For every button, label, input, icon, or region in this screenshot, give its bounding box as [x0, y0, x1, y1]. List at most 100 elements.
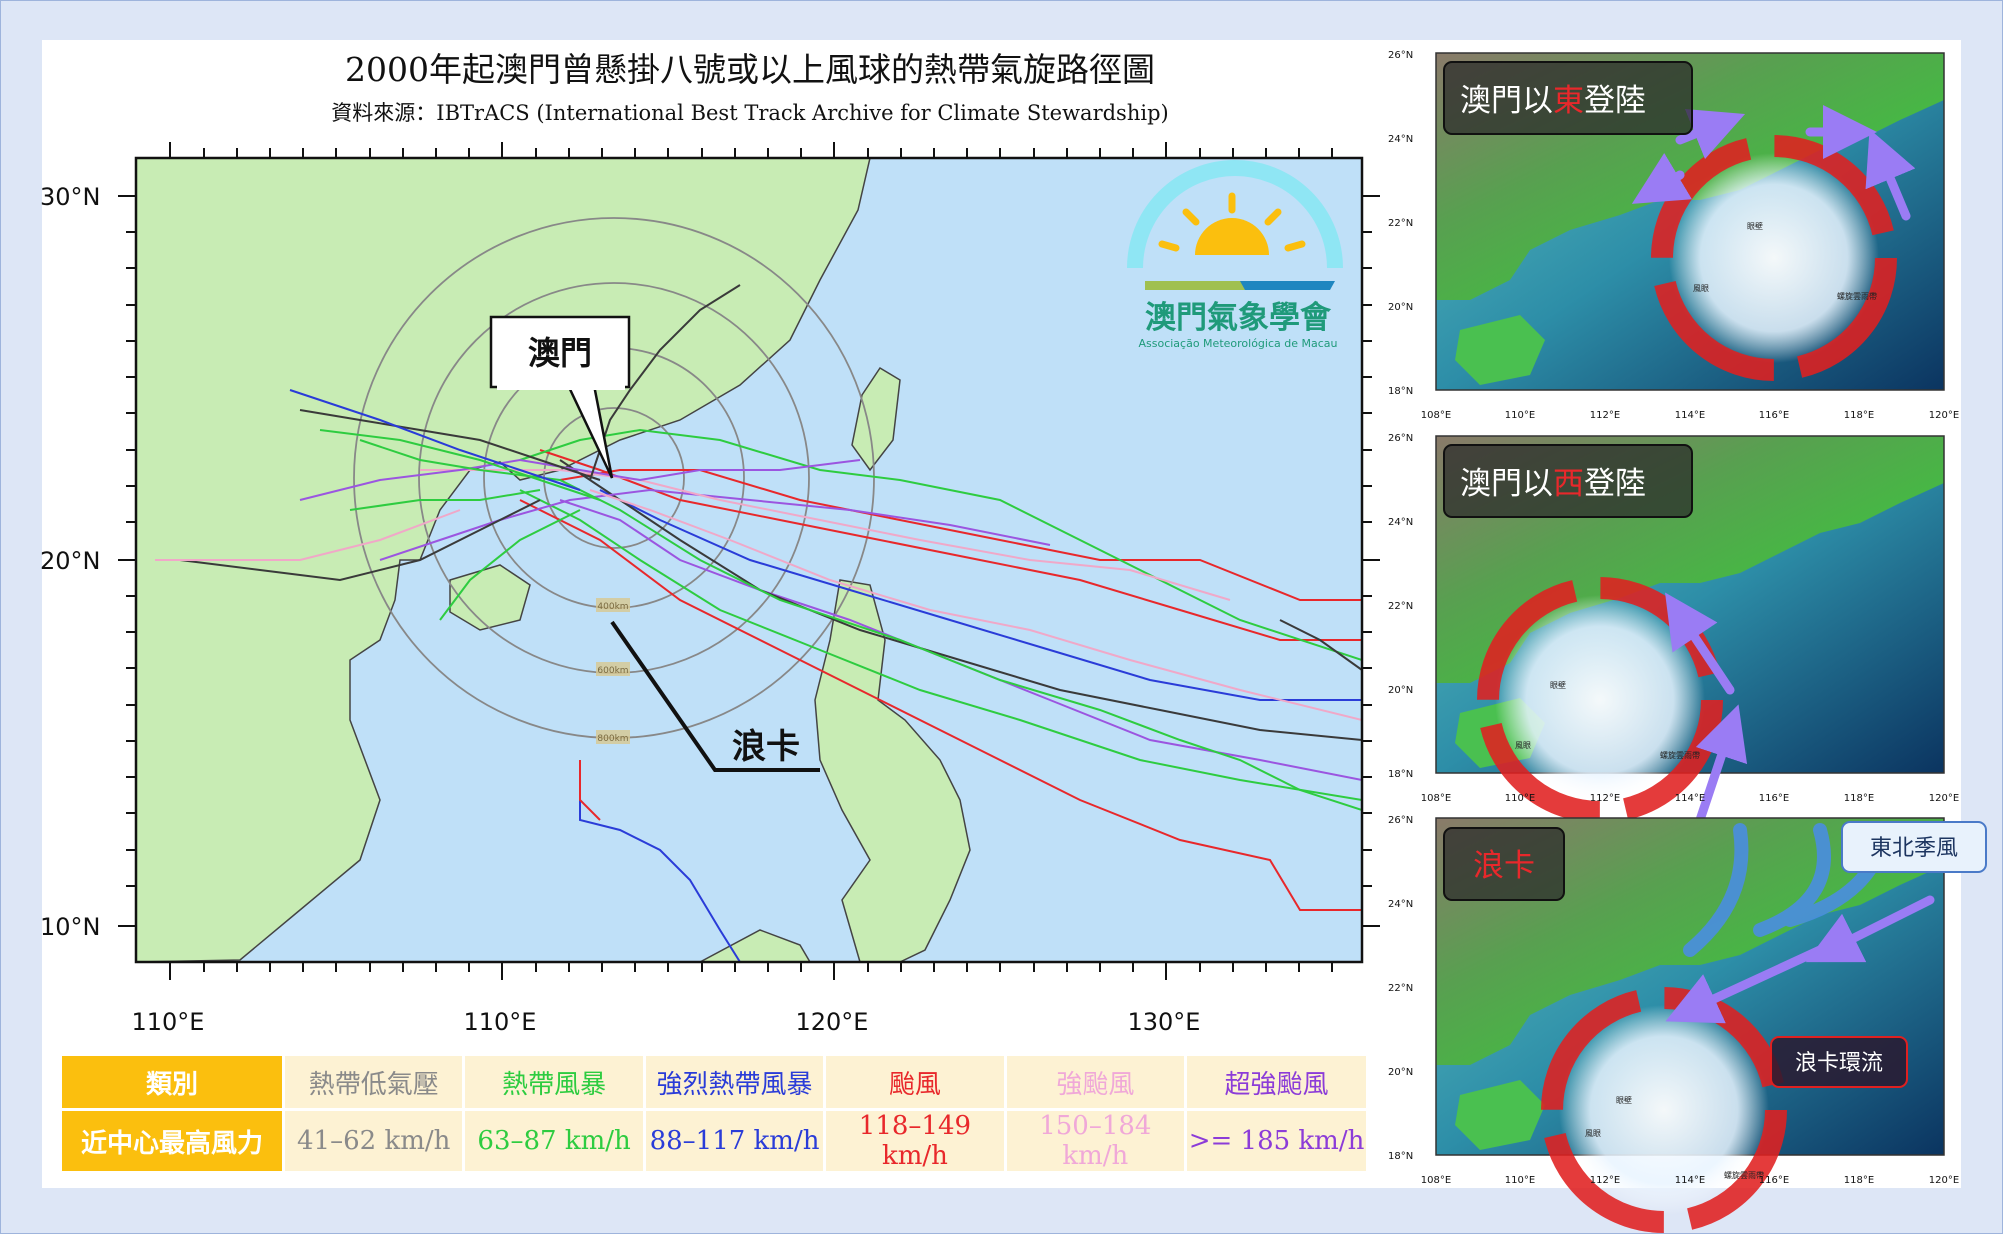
panel-lon-ticks: 108°E 110°E 112°E 114°E 116°E 118°E 120°E — [1421, 410, 1959, 421]
ring-label: 800km — [597, 734, 628, 744]
eyewall-label: 眼壁 — [1550, 680, 1566, 690]
panel-hainan — [1455, 1080, 1545, 1150]
legend-category: 颱風 — [823, 1056, 1006, 1110]
ring-label: 400km — [597, 602, 628, 612]
legend-header-wind: 近中心最高風力 — [62, 1108, 284, 1171]
legend-wind-range: 63–87 km/h — [462, 1108, 645, 1171]
panel-hainan — [1455, 315, 1545, 385]
panel-label: 浪卡 — [1473, 848, 1535, 884]
svg-text:120°E: 120°E — [1929, 793, 1959, 804]
track — [559, 469, 1362, 601]
track — [155, 509, 461, 561]
lat-tick-label: 20°N — [40, 547, 101, 575]
svg-text:110°E: 110°E — [1505, 410, 1535, 421]
svg-text:24°N: 24°N — [1388, 134, 1413, 145]
typhoon-cloud — [1669, 153, 1879, 363]
lon-tick-label: 110°E — [464, 1008, 537, 1036]
svg-text:26°N: 26°N — [1388, 50, 1413, 61]
monsoon-label-box — [1841, 821, 1987, 873]
typhoon-cloud — [1559, 1005, 1769, 1215]
circulation-ring — [1477, 577, 1723, 823]
mainland — [136, 158, 871, 962]
eyewall-label: 眼壁 — [1616, 1095, 1632, 1105]
track — [539, 449, 1362, 641]
svg-text:110°E: 110°E — [1505, 793, 1535, 804]
legend-wind-row: 近中心最高風力 41–62 km/h 63–87 km/h 88–117 km/… — [62, 1108, 1366, 1171]
legend-category: 強颱風 — [1003, 1056, 1186, 1110]
rainband-label: 螺旋雲雨帶 — [1660, 750, 1700, 760]
lon-tick-label: 120°E — [796, 1008, 869, 1036]
track — [439, 509, 581, 621]
lon-tick-label: 130°E — [1128, 1008, 1201, 1036]
lat-tick-label: 30°N — [40, 183, 101, 211]
track — [379, 488, 1051, 561]
svg-text:26°N: 26°N — [1388, 815, 1413, 826]
lat-tick-label: 10°N — [40, 913, 101, 941]
map-title: 2000年起澳門曾懸掛八號或以上風球的熱帶氣旋路徑圖 — [345, 50, 1155, 89]
rainband-label: 螺旋雲雨帶 — [1724, 1170, 1764, 1180]
track — [579, 760, 741, 962]
svg-text:116°E: 116°E — [1759, 1175, 1789, 1186]
legend-wind-range: 150–184 km/h — [1003, 1108, 1186, 1171]
svg-text:20°N: 20°N — [1388, 302, 1413, 313]
circulation-ring — [1541, 987, 1787, 1233]
svg-text:26°N: 26°N — [1388, 433, 1413, 444]
typhoon-cloud — [1495, 595, 1705, 805]
borneo — [699, 929, 811, 962]
panel-lon-ticks: 108°E 110°E 112°E 114°E 116°E 118°E 120°E — [1421, 793, 1959, 804]
legend-category: 熱帶風暴 — [462, 1056, 645, 1110]
flow-arrows — [1631, 105, 1916, 221]
track — [519, 489, 1362, 801]
track — [1279, 619, 1362, 671]
panel-label: 澳門以東登陸 — [1460, 83, 1646, 119]
svg-text:118°E: 118°E — [1844, 793, 1874, 804]
legend-header-category: 類別 — [62, 1056, 284, 1110]
wind-label: 風眼 — [1693, 284, 1709, 293]
track — [299, 458, 861, 501]
svg-text:22°N: 22°N — [1388, 983, 1413, 994]
logo-subtitle: Associação Meteorológica de Macau — [1138, 337, 1337, 350]
wind-label: 風眼 — [1515, 741, 1531, 750]
svg-text:114°E: 114°E — [1675, 1175, 1705, 1186]
logo-land-bar — [1145, 281, 1245, 290]
panel-label-box — [1443, 444, 1693, 518]
track — [589, 489, 1362, 721]
legend-category-row: 類別 熱帶低氣壓 熱帶風暴 強烈熱帶風暴 颱風 強颱風 超強颱風 — [62, 1056, 1366, 1110]
svg-text:114°E: 114°E — [1675, 793, 1705, 804]
intensity-legend: 類別 熱帶低氣壓 熱帶風暴 強烈熱帶風暴 颱風 強颱風 超強颱風 近中心最高風力… — [62, 1056, 1366, 1171]
flow-arrows — [1665, 895, 1935, 1024]
svg-text:22°N: 22°N — [1388, 601, 1413, 612]
legend-category: 超強颱風 — [1184, 1056, 1366, 1110]
track — [359, 439, 1362, 811]
svg-text:18°N: 18°N — [1388, 769, 1413, 780]
svg-text:120°E: 120°E — [1929, 410, 1959, 421]
track — [289, 389, 581, 491]
track — [179, 499, 541, 582]
macau-callout: 澳門 — [489, 315, 631, 479]
callout-noru-text: 浪卡 — [732, 727, 800, 767]
legend-wind-range: >= 185 km/h — [1184, 1108, 1366, 1171]
svg-text:20°N: 20°N — [1388, 685, 1413, 696]
svg-text:22°N: 22°N — [1388, 218, 1413, 229]
svg-text:120°E: 120°E — [1929, 1175, 1959, 1186]
panel-label: 澳門以西登陸 — [1460, 466, 1646, 502]
svg-text:112°E: 112°E — [1590, 1175, 1620, 1186]
monsoon-label: 東北季風 — [1870, 836, 1958, 861]
circulation-label: 浪卡環流 — [1795, 1051, 1883, 1076]
circulation-ring — [1651, 135, 1897, 381]
callout-macau-text: 澳門 — [528, 334, 592, 372]
taiwan-island — [851, 366, 901, 472]
data-source: 資料來源：IBTrACS (International Best Track A… — [331, 101, 1168, 125]
society-logo: 澳門氣象學會 Associação Meteorológica de Macau — [1127, 160, 1343, 350]
svg-text:24°N: 24°N — [1388, 899, 1413, 910]
rainband-label: 螺旋雲雨帶 — [1837, 291, 1877, 301]
svg-text:24°N: 24°N — [1388, 517, 1413, 528]
svg-text:116°E: 116°E — [1759, 410, 1789, 421]
track — [349, 489, 541, 511]
side-panel-west: 眼壁 風眼 螺旋雲雨帶 澳門以西登陸 26°N24°N22°N20°N18°N … — [1388, 433, 1959, 825]
legend-wind-range: 41–62 km/h — [281, 1108, 464, 1171]
svg-text:114°E: 114°E — [1675, 410, 1705, 421]
legend-wind-range: 88–117 km/h — [642, 1108, 825, 1171]
track — [599, 489, 1362, 701]
